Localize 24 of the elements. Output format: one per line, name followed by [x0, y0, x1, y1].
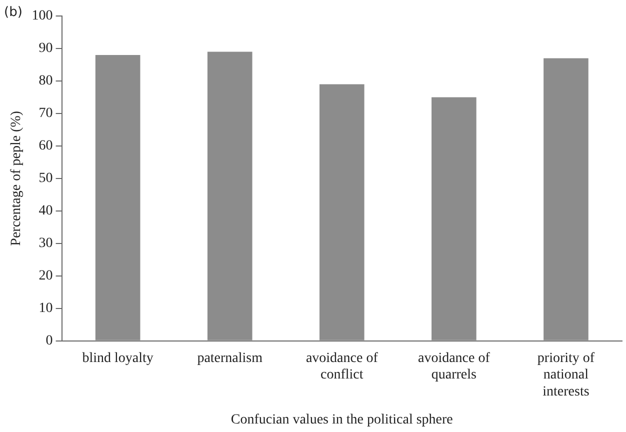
- y-tick-label: 80: [38, 74, 53, 89]
- y-tick-label: 20: [38, 268, 53, 284]
- x-tick-label: priority of national interests: [537, 350, 595, 400]
- bar: [432, 97, 476, 340]
- x-tick-label: avoidance of quarrels: [418, 350, 490, 383]
- y-tick-label: 50: [38, 171, 53, 186]
- bar: [544, 58, 588, 340]
- y-tick-label: 100: [32, 8, 53, 24]
- bar: [319, 84, 364, 340]
- x-tick-label: paternalism: [197, 350, 263, 366]
- y-tick-label: 60: [38, 138, 53, 154]
- x-tick-label: avoidance of conflict: [306, 350, 378, 383]
- y-tick-label: 30: [38, 236, 53, 252]
- bar: [207, 52, 252, 340]
- y-axis-title: Percentage of peple (%): [9, 110, 24, 246]
- y-tick-label: 0: [46, 333, 53, 348]
- x-tick-label: blind loyalty: [82, 350, 154, 366]
- y-tick-label: 70: [38, 106, 53, 122]
- x-axis-title: Confucian values in the political sphere: [230, 412, 453, 428]
- bar: [95, 54, 140, 340]
- y-tick-label: 40: [38, 204, 53, 219]
- y-tick-label: 90: [38, 41, 53, 56]
- text: (b): [4, 4, 22, 20]
- y-tick-label: 10: [38, 300, 53, 316]
